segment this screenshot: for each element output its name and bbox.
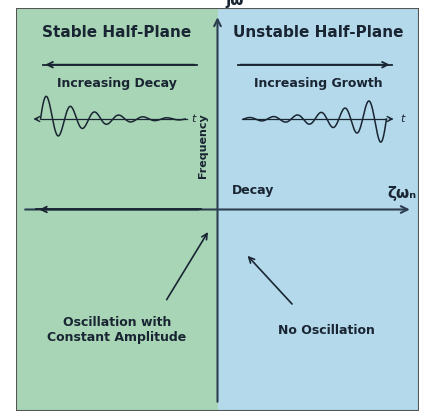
Text: Decay: Decay	[231, 184, 273, 197]
Text: Stable Half-Plane: Stable Half-Plane	[42, 25, 191, 40]
Text: Frequency: Frequency	[198, 113, 208, 178]
Text: Unstable Half-Plane: Unstable Half-Plane	[232, 25, 402, 40]
Text: t: t	[400, 114, 404, 124]
Bar	[217, 8, 418, 411]
Text: jω: jω	[225, 0, 243, 8]
Text: No Oscillation: No Oscillation	[277, 323, 374, 337]
Text: t: t	[191, 114, 195, 124]
Text: Increasing Growth: Increasing Growth	[253, 77, 381, 90]
Text: Oscillation with
Constant Amplitude: Oscillation with Constant Amplitude	[47, 316, 186, 344]
Bar	[16, 8, 217, 411]
Text: ζωₙ: ζωₙ	[387, 186, 416, 202]
Text: Increasing Decay: Increasing Decay	[57, 77, 177, 90]
